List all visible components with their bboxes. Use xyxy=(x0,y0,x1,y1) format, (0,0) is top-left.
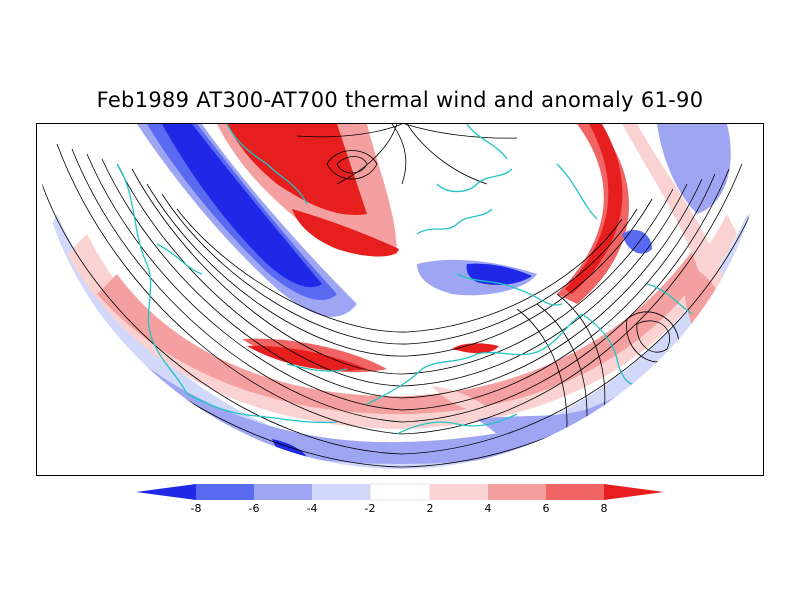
colorbar-bin-minus4-minus2 xyxy=(312,484,370,500)
colorbar-tick-label: -6 xyxy=(248,502,260,515)
colorbar-bin-2-4 xyxy=(430,484,488,500)
colorbar-bin-4-6 xyxy=(488,484,546,500)
anomaly-map xyxy=(37,124,763,469)
page-title: Feb1989 AT300-AT700 thermal wind and ano… xyxy=(96,88,704,112)
colorbar-tick-label: 4 xyxy=(484,502,492,515)
colorbar-tick-label: -8 xyxy=(190,502,202,515)
colorbar-tick-label: -2 xyxy=(364,502,376,515)
colorbar-tick-label: 8 xyxy=(600,502,608,515)
colorbar-bin-minus6-minus4 xyxy=(254,484,312,500)
colorbar-tick-label: 6 xyxy=(542,502,550,515)
colorbar xyxy=(136,483,664,501)
colorbar-bin-lt-minus8 xyxy=(136,484,196,500)
colorbar-bin-6-8 xyxy=(546,484,604,500)
map-panel xyxy=(36,123,764,476)
colorbar-bin-minus8-minus6 xyxy=(196,484,254,500)
colorbar-bin-gt-8 xyxy=(604,484,664,500)
colorbar-tick-label: -4 xyxy=(306,502,318,515)
colorbar-tick-label: 2 xyxy=(426,502,434,515)
colorbar-bin-minus2-2 xyxy=(369,483,431,501)
coastlines xyxy=(116,124,693,435)
